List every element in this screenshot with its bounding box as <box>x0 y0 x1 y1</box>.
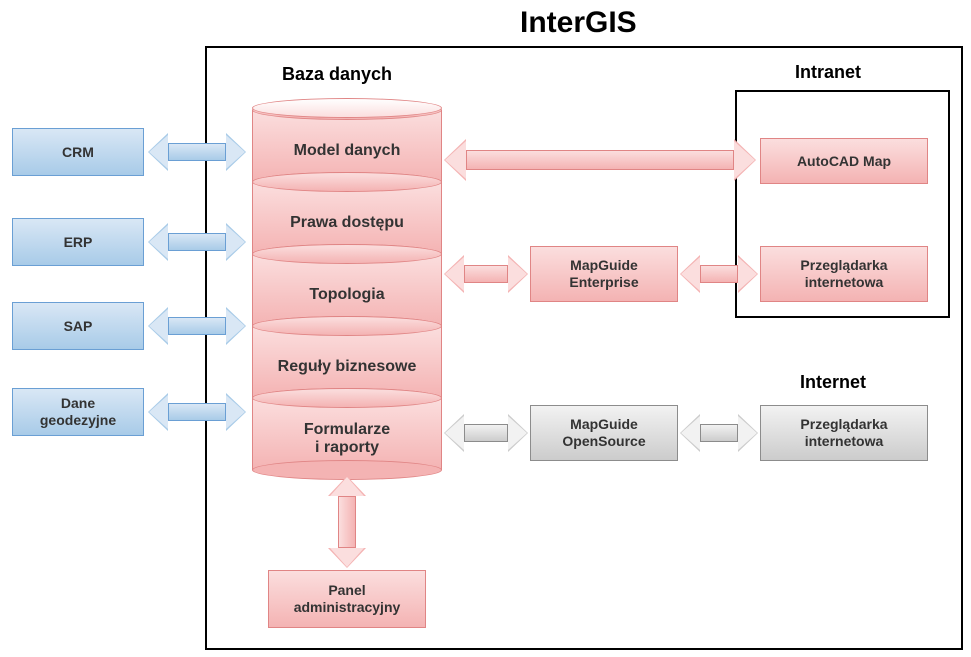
arrow-a-mge-db <box>444 255 528 293</box>
gray-box-internet_browser: Przeglądarka internetowa <box>760 405 928 461</box>
db-segment-label-3: Reguły biznesowe <box>278 348 417 376</box>
db-top-cap <box>252 98 442 118</box>
arrow-a-geo <box>148 393 246 431</box>
gray-box-mapguide_os: MapGuide OpenSource <box>530 405 678 461</box>
arrow-a-mgo-br <box>680 414 758 452</box>
db-segment-label-4: Formularze i raporty <box>304 411 390 457</box>
database-label: Baza danych <box>282 64 392 85</box>
pink-box-mapguide_ent: MapGuide Enterprise <box>530 246 678 302</box>
arrow-a-crm <box>148 133 246 171</box>
intranet-label: Intranet <box>795 62 861 83</box>
arrow-a-admin <box>328 476 366 568</box>
db-segment-label-0: Model danych <box>294 132 401 160</box>
db-segment-4: Formularze i raporty <box>252 388 442 480</box>
arrow-a-mge-br <box>680 255 758 293</box>
arrow-a-mgo-db <box>444 414 528 452</box>
arrow-a-erp <box>148 223 246 261</box>
pink-box-admin_panel: Panel administracyjny <box>268 570 426 628</box>
db-segment-label-2: Topologia <box>309 276 384 304</box>
pink-box-autocad: AutoCAD Map <box>760 138 928 184</box>
main-title: InterGIS <box>520 6 637 40</box>
left-box-2: SAP <box>12 302 144 350</box>
left-box-1: ERP <box>12 218 144 266</box>
left-box-3: Dane geodezyjne <box>12 388 144 436</box>
internet-label: Internet <box>800 372 866 393</box>
db-segment-label-1: Prawa dostępu <box>290 204 404 232</box>
left-box-0: CRM <box>12 128 144 176</box>
pink-box-intranet_browser: Przeglądarka internetowa <box>760 246 928 302</box>
arrow-a-autocad <box>444 139 756 181</box>
arrow-a-sap <box>148 307 246 345</box>
